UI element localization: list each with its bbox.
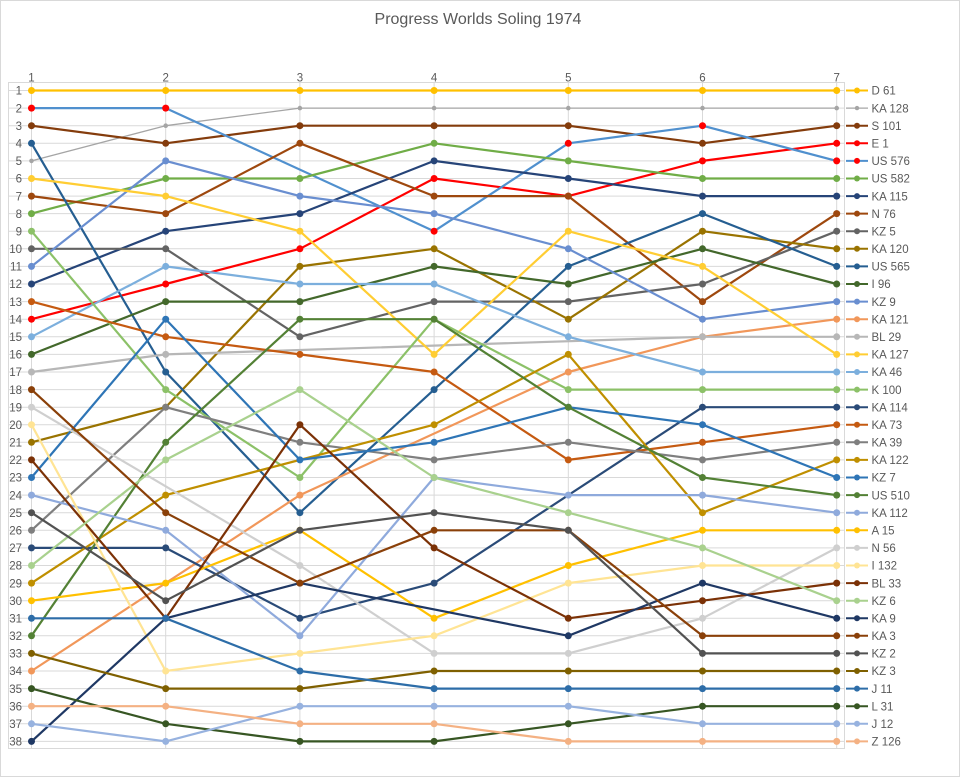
svg-text:KA 127: KA 127	[872, 350, 909, 362]
svg-text:Z 126: Z 126	[872, 737, 901, 749]
svg-text:32: 32	[9, 631, 22, 643]
svg-text:2: 2	[162, 73, 168, 85]
svg-text:L 31: L 31	[872, 701, 894, 713]
svg-text:D 61: D 61	[872, 86, 896, 98]
svg-text:A 15: A 15	[872, 526, 895, 538]
svg-text:16: 16	[9, 350, 22, 362]
svg-text:20: 20	[9, 420, 22, 432]
svg-text:KA 115: KA 115	[872, 191, 908, 203]
svg-text:KA 112: KA 112	[872, 508, 908, 520]
svg-text:N 56: N 56	[872, 543, 896, 555]
svg-text:KA 9: KA 9	[872, 614, 896, 626]
svg-text:34: 34	[9, 666, 22, 678]
svg-text:38: 38	[9, 737, 22, 749]
svg-text:US 582: US 582	[872, 174, 910, 186]
svg-text:KA 120: KA 120	[872, 244, 909, 256]
svg-text:BL 29: BL 29	[872, 332, 902, 344]
svg-text:29: 29	[9, 578, 22, 590]
svg-text:35: 35	[9, 684, 22, 696]
svg-text:13: 13	[9, 297, 22, 309]
svg-text:15: 15	[9, 332, 22, 344]
svg-text:KA 122: KA 122	[872, 455, 909, 467]
svg-text:US 510: US 510	[872, 490, 910, 502]
svg-text:I 96: I 96	[872, 279, 891, 291]
svg-text:25: 25	[9, 508, 22, 520]
svg-text:I 132: I 132	[872, 561, 898, 573]
svg-text:7: 7	[833, 73, 839, 85]
svg-text:6: 6	[16, 174, 22, 186]
svg-text:23: 23	[9, 473, 22, 485]
svg-text:12: 12	[9, 279, 22, 291]
svg-text:4: 4	[431, 73, 438, 85]
svg-text:8: 8	[16, 209, 22, 221]
svg-text:27: 27	[9, 543, 22, 555]
svg-text:KA 39: KA 39	[872, 438, 903, 450]
svg-text:US 576: US 576	[872, 156, 910, 168]
svg-text:2: 2	[16, 103, 22, 115]
svg-text:KZ 7: KZ 7	[872, 473, 896, 485]
svg-text:4: 4	[16, 139, 23, 151]
svg-text:33: 33	[9, 649, 22, 661]
svg-text:S 101: S 101	[872, 121, 902, 133]
svg-text:N 76: N 76	[872, 209, 896, 221]
svg-text:E 1: E 1	[872, 139, 889, 151]
svg-text:KZ 5: KZ 5	[872, 226, 896, 238]
svg-text:36: 36	[9, 701, 22, 713]
svg-text:17: 17	[9, 367, 22, 379]
svg-text:11: 11	[10, 262, 22, 274]
svg-text:US 565: US 565	[872, 262, 910, 274]
svg-text:31: 31	[9, 614, 22, 626]
svg-text:30: 30	[9, 596, 22, 608]
svg-text:BL 33: BL 33	[872, 578, 902, 590]
svg-text:19: 19	[9, 402, 22, 414]
svg-text:14: 14	[9, 314, 22, 326]
svg-text:24: 24	[9, 490, 22, 502]
svg-text:3: 3	[297, 73, 303, 85]
svg-text:5: 5	[16, 156, 22, 168]
svg-text:J 11: J 11	[872, 684, 893, 696]
svg-text:28: 28	[9, 561, 22, 573]
svg-text:6: 6	[699, 73, 705, 85]
svg-text:9: 9	[16, 226, 22, 238]
svg-text:5: 5	[565, 73, 571, 85]
svg-text:22: 22	[9, 455, 22, 467]
svg-text:KZ 9: KZ 9	[872, 297, 896, 309]
svg-text:Progress Worlds Soling 1974: Progress Worlds Soling 1974	[375, 11, 582, 28]
svg-text:10: 10	[9, 244, 22, 256]
svg-text:37: 37	[9, 719, 22, 731]
svg-text:K 100: K 100	[872, 385, 902, 397]
svg-text:KZ 6: KZ 6	[872, 596, 896, 608]
svg-text:KZ 3: KZ 3	[872, 666, 896, 678]
svg-text:KA 46: KA 46	[872, 367, 903, 379]
svg-text:KA 3: KA 3	[872, 631, 896, 643]
svg-text:KZ 2: KZ 2	[872, 649, 896, 661]
svg-text:7: 7	[16, 191, 22, 203]
svg-text:18: 18	[9, 385, 22, 397]
svg-text:26: 26	[9, 526, 22, 538]
svg-text:KA 73: KA 73	[872, 420, 903, 432]
svg-text:3: 3	[16, 121, 22, 133]
svg-text:KA 121: KA 121	[872, 314, 909, 326]
svg-text:21: 21	[9, 438, 22, 450]
svg-text:KA 114: KA 114	[872, 402, 909, 414]
svg-text:KA 128: KA 128	[872, 103, 909, 115]
svg-text:1: 1	[28, 73, 34, 85]
svg-text:J 12: J 12	[872, 719, 894, 731]
svg-text:1: 1	[16, 86, 22, 98]
